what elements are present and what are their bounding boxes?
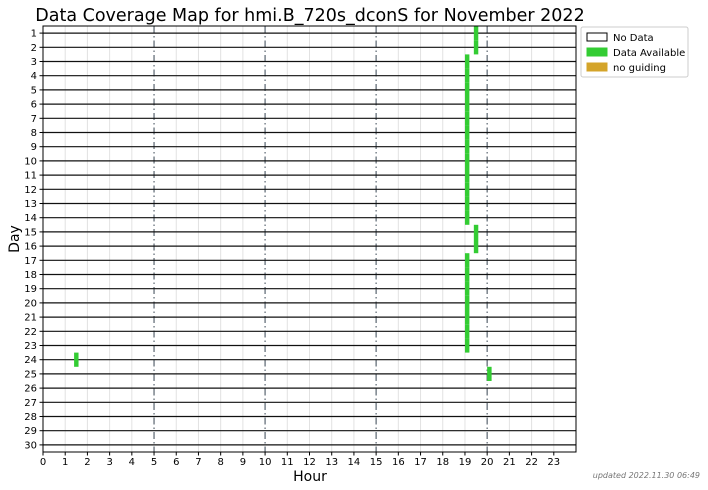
y-tick-label: 15 [24, 227, 37, 238]
coverage-bar [74, 352, 79, 367]
legend-swatch [586, 32, 608, 42]
coverage-bar [464, 182, 470, 197]
legend-label: no guiding [613, 63, 666, 74]
y-tick-label: 4 [31, 71, 37, 82]
legend-swatch [586, 47, 608, 57]
coverage-bar [473, 40, 479, 55]
coverage-bar [464, 267, 470, 282]
coverage-bar [464, 125, 470, 140]
y-tick-label: 23 [24, 341, 37, 352]
y-axis-label: Day [7, 225, 23, 253]
x-tick-label: 6 [173, 457, 179, 468]
x-tick-label: 4 [129, 457, 135, 468]
x-tick-label: 9 [240, 457, 246, 468]
y-tick-label: 20 [24, 298, 37, 309]
coverage-bar [464, 54, 470, 69]
x-tick-label: 17 [414, 457, 427, 468]
chart-title: Data Coverage Map for hmi.B_720s_dconS f… [35, 6, 584, 26]
x-tick-label: 11 [281, 457, 294, 468]
legend-label: No Data [613, 33, 654, 44]
x-tick-label: 19 [459, 457, 472, 468]
legend-frame [580, 26, 689, 78]
x-tick-label: 2 [84, 457, 90, 468]
coverage-bar [464, 253, 470, 268]
coverage-bar [464, 82, 470, 97]
y-tick-label: 2 [31, 43, 37, 54]
y-tick-label: 18 [24, 270, 37, 281]
y-tick-label: 30 [24, 440, 37, 451]
x-tick-layer: 0 1 2 3 4 5 6 7 8 9 10 11 12 13 14 15 16 17 18 19 20 21 22 23 [40, 452, 560, 468]
y-tick-label: 21 [24, 313, 37, 324]
y-tick-label: 14 [24, 213, 37, 224]
x-axis-label: Hour [293, 469, 327, 485]
coverage-bar [473, 26, 479, 41]
x-tick-label: 15 [370, 457, 383, 468]
coverage-bar-layer [74, 26, 492, 381]
y-tick-label: 28 [24, 412, 37, 423]
y-tick-label: 26 [24, 384, 37, 395]
x-tick-label: 20 [481, 457, 494, 468]
y-tick-layer: 1234567891011121314151617181920212223242… [24, 29, 43, 451]
y-tick-label: 10 [24, 156, 37, 167]
x-tick-label: 5 [151, 457, 157, 468]
y-tick-label: 13 [24, 199, 37, 210]
y-tick-label: 22 [24, 327, 37, 338]
x-tick-label: 12 [303, 457, 316, 468]
x-tick-label: 21 [503, 457, 516, 468]
y-tick-label: 12 [24, 185, 37, 196]
y-tick-label: 16 [24, 242, 37, 253]
coverage-bar [473, 224, 479, 239]
coverage-bar [464, 210, 470, 225]
coverage-bar [464, 338, 470, 353]
x-tick-label: 3 [106, 457, 112, 468]
y-tick-label: 1 [31, 29, 37, 40]
coverage-bar [464, 97, 470, 112]
y-tick-label: 17 [24, 256, 37, 267]
x-tick-label: 16 [392, 457, 405, 468]
coverage-bar [464, 111, 470, 126]
y-tick-label: 27 [24, 398, 37, 409]
y-tick-label: 5 [31, 85, 37, 96]
x-tick-label: 22 [525, 457, 538, 468]
coverage-bar [464, 168, 470, 183]
coverage-bar [473, 239, 479, 254]
y-tick-label: 3 [31, 57, 37, 68]
legend-label: Data Available [613, 48, 685, 59]
x-tick-label: 18 [436, 457, 449, 468]
coverage-bar [464, 196, 470, 211]
y-tick-label: 9 [31, 142, 37, 153]
coverage-bar [464, 324, 470, 339]
x-tick-label: 8 [217, 457, 223, 468]
y-tick-label: 8 [31, 128, 37, 139]
coverage-bar [487, 366, 492, 381]
y-tick-label: 6 [31, 100, 37, 111]
x-tick-label: 10 [259, 457, 272, 468]
x-tick-label: 13 [325, 457, 338, 468]
y-tick-label: 25 [24, 369, 37, 380]
coverage-bar [464, 310, 470, 325]
coverage-bar [464, 153, 470, 168]
coverage-bar [464, 281, 470, 296]
x-tick-label: 1 [62, 457, 68, 468]
coverage-bar [464, 68, 470, 83]
y-tick-label: 7 [31, 114, 37, 125]
x-tick-label: 23 [547, 457, 560, 468]
x-tick-label: 14 [348, 457, 361, 468]
day-row-layer [43, 32, 576, 446]
y-tick-label: 19 [24, 284, 37, 295]
legend-swatch [586, 62, 608, 72]
y-tick-label: 11 [24, 171, 37, 182]
y-tick-label: 24 [24, 355, 37, 366]
updated-timestamp: updated 2022.11.30 06:49 [592, 471, 700, 480]
x-tick-label: 7 [195, 457, 201, 468]
x-tick-label: 0 [40, 457, 46, 468]
coverage-bar [464, 139, 470, 154]
coverage-bar [464, 295, 470, 310]
legend: No Data Data Available no guiding [580, 26, 689, 78]
y-tick-label: 29 [24, 426, 37, 437]
